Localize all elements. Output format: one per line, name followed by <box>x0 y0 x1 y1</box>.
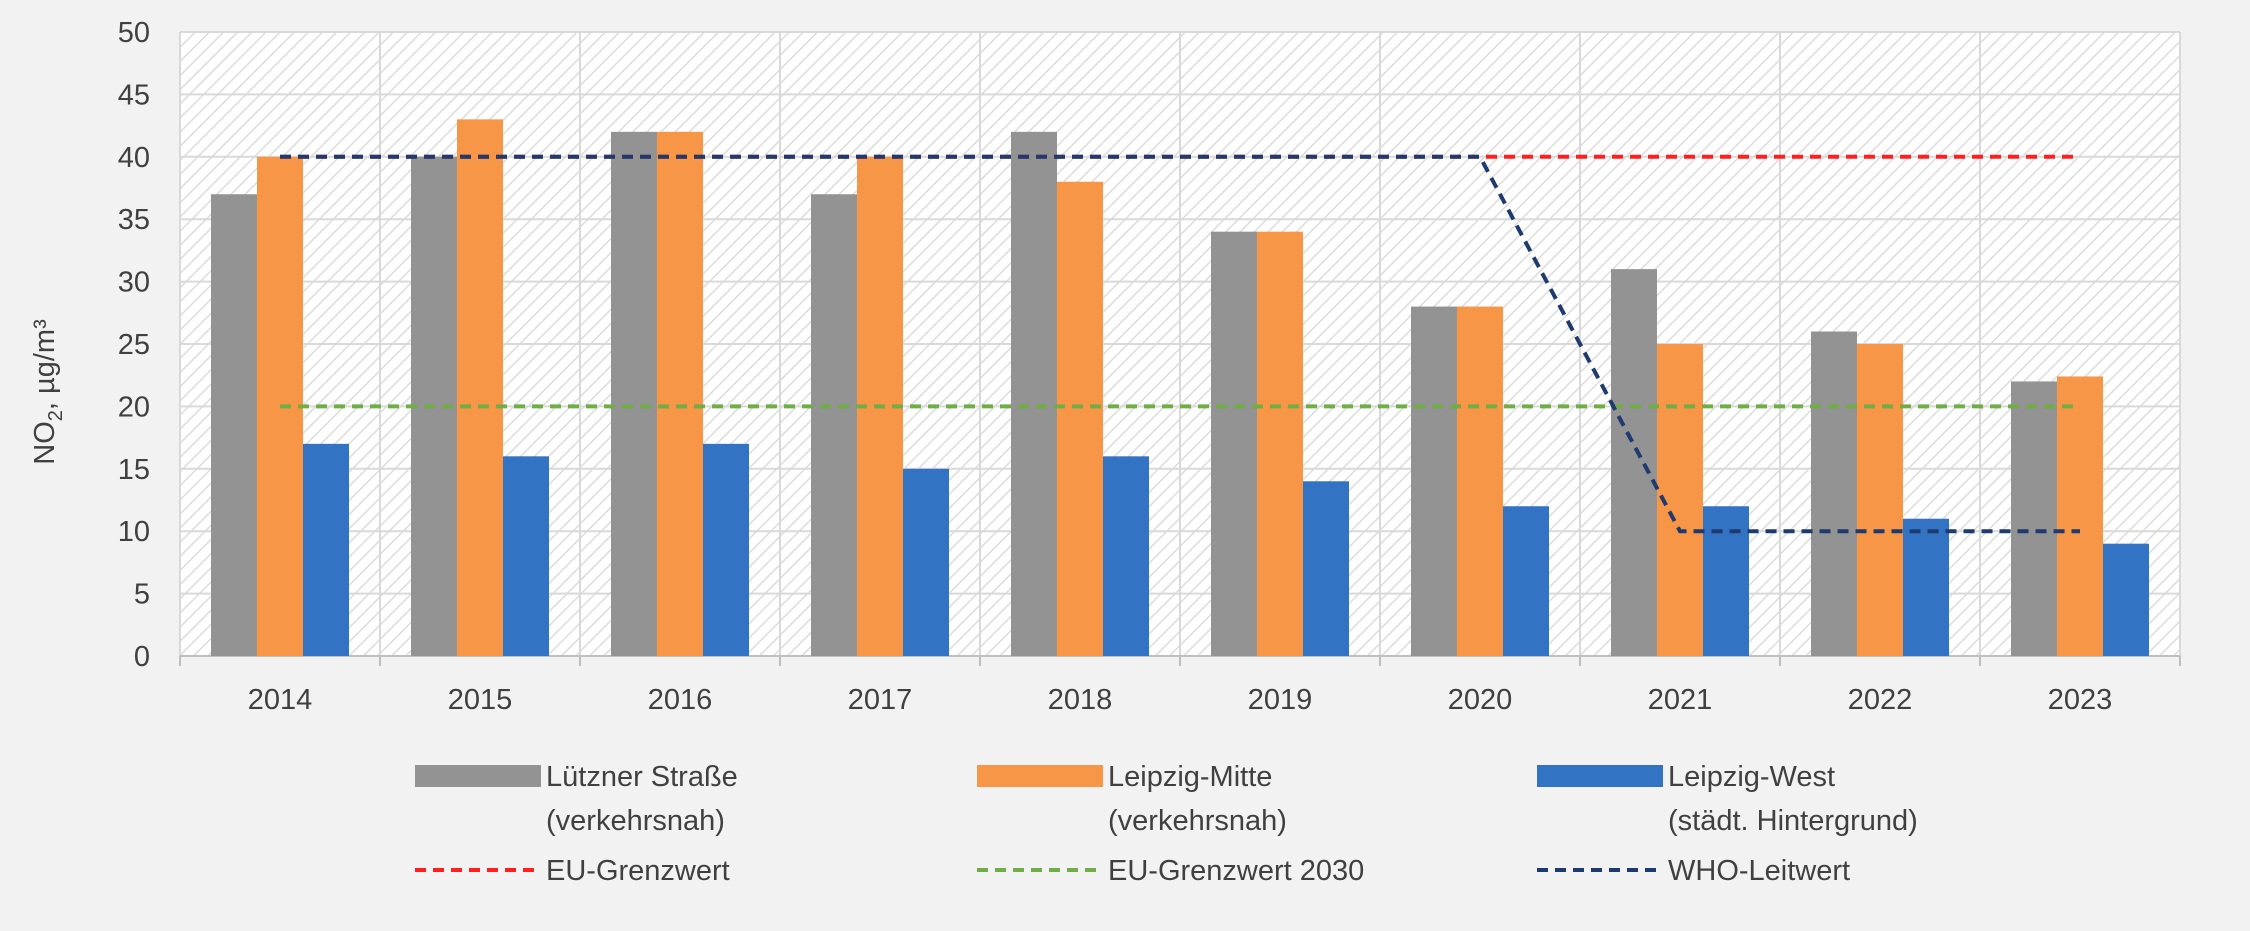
bar <box>903 468 949 656</box>
y-tick-label: 35 <box>118 204 150 236</box>
legend-label: Lützner Straße <box>546 761 738 793</box>
y-axis-label: NO2, µg/m³ <box>29 319 67 465</box>
bar <box>503 456 549 656</box>
bar <box>1857 344 1903 656</box>
legend-label: (städt. Hintergrund) <box>1668 805 1918 837</box>
bar <box>811 194 857 657</box>
legend-label: WHO-Leitwert <box>1668 855 1850 887</box>
bar <box>1457 306 1503 656</box>
x-tick-label: 2020 <box>1448 684 1513 716</box>
bar <box>303 443 349 656</box>
bar <box>1011 131 1057 657</box>
bar <box>611 131 657 657</box>
x-axis-ticks: 2014 2015 2016 2017 2018 2019 2020 2021 2022 2023 <box>248 684 2113 716</box>
y-tick-label: 25 <box>118 329 150 361</box>
y-tick-label: 45 <box>118 79 150 111</box>
y-tick-label: 15 <box>118 454 150 486</box>
y-tick-label: 5 <box>134 579 150 611</box>
bar <box>1257 231 1303 656</box>
x-tick-label: 2016 <box>648 684 713 716</box>
y-axis-label-subscript: 2 <box>45 410 67 421</box>
x-tick-label: 2021 <box>1648 684 1713 716</box>
x-tick-label: 2014 <box>248 684 313 716</box>
y-tick-label: 30 <box>118 267 150 299</box>
legend-label: (verkehrsnah) <box>546 805 725 837</box>
legend-label: EU-Grenzwert <box>546 855 730 887</box>
bar <box>1303 481 1349 656</box>
legend: Lützner Straße (verkehrsnah) Leipzig-Mitte… <box>415 761 1918 887</box>
bar <box>1411 306 1457 656</box>
bar <box>2011 381 2057 656</box>
x-tick-label: 2019 <box>1248 684 1313 716</box>
legend-swatch <box>1537 765 1663 787</box>
bar <box>1503 506 1549 656</box>
y-tick-label: 40 <box>118 142 150 174</box>
y-axis-ticks: 0 5 10 15 20 25 30 35 40 45 50 <box>118 17 150 673</box>
legend-label: Leipzig-Mitte <box>1108 761 1272 793</box>
bar <box>1057 181 1103 656</box>
bar <box>1811 331 1857 656</box>
bar <box>2057 376 2103 656</box>
x-tick-label: 2023 <box>2048 684 2113 716</box>
legend-swatch <box>415 765 541 787</box>
x-tick-label: 2017 <box>848 684 913 716</box>
legend-label: (verkehrsnah) <box>1108 805 1287 837</box>
threshold-lines <box>280 154 2080 534</box>
bar <box>1211 231 1257 656</box>
bar <box>703 443 749 656</box>
x-tick-label: 2015 <box>448 684 513 716</box>
legend-label: EU-Grenzwert 2030 <box>1108 855 1364 887</box>
bar-series <box>211 119 2149 657</box>
y-tick-label: 10 <box>118 516 150 548</box>
y-tick-label: 50 <box>118 17 150 49</box>
bar <box>1903 518 1949 656</box>
threshold-line <box>280 154 2080 534</box>
bar <box>1611 269 1657 656</box>
bar <box>1703 506 1749 656</box>
bar <box>211 194 257 657</box>
y-tick-label: 20 <box>118 391 150 423</box>
bar <box>2103 543 2149 656</box>
x-tick-label: 2018 <box>1048 684 1113 716</box>
y-tick-label: 0 <box>134 641 150 673</box>
legend-label: Leipzig-West <box>1668 761 1835 793</box>
legend-swatch <box>977 765 1103 787</box>
x-tick-label: 2022 <box>1848 684 1913 716</box>
bar <box>1103 456 1149 656</box>
bar <box>657 131 703 657</box>
bar <box>457 119 503 657</box>
y-axis-label-unit: , µg/m³ <box>29 319 61 410</box>
y-axis-label-main: NO <box>29 421 61 465</box>
